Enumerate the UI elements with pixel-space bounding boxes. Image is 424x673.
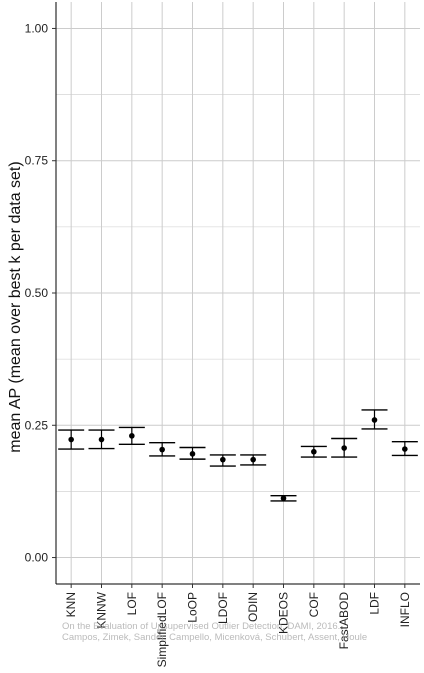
x-tick-label: LDOF [216,592,230,624]
watermark-line-1: On the Evaluation of Unsupervised Outlie… [62,621,340,632]
mean-point [159,446,165,453]
error-bar-loop [179,446,206,460]
axes [52,2,420,588]
x-tick-label: COF [307,592,321,617]
y-tick-label: 0.75 [25,154,49,168]
y-tick-label: 0.50 [25,286,49,300]
y-tick-labels: 0.00 0.25 0.50 0.75 1.00 [25,21,49,564]
error-bar-ldf [361,409,388,430]
error-bar-cof [300,445,327,458]
mean-point [68,436,74,443]
error-bar-fastabod [331,437,358,458]
error-bars [58,409,418,502]
error-bar-simplifiedlof [149,442,176,457]
mean-point [280,495,287,502]
mean-point [402,446,408,452]
error-bar-knn [58,429,85,450]
y-tick-label: 0.00 [25,551,49,565]
error-bar-odin [240,454,267,466]
x-tick-label: LoOP [186,592,200,623]
mean-point [371,417,378,423]
grid-lines [56,2,420,584]
mean-point [311,448,317,455]
x-tick-label: KNNW [95,591,109,628]
x-tick-label: ODIN [246,592,260,622]
error-bar-knnw [88,429,115,450]
mean-point [341,445,347,451]
y-axis-title: mean AP (mean over best k per data set) [7,161,24,452]
x-tick-label: FastABOD [337,592,351,650]
watermark: On the Evaluation of Unsupervised Outlie… [62,621,367,643]
x-tick-label: LDF [368,592,382,615]
error-bar-lof [118,426,145,446]
error-bar-ldof [209,454,236,467]
error-bar-kdeos [270,494,297,502]
x-tick-label: INFLO [398,592,412,627]
x-tick-label: SimplifiedLOF [155,592,169,667]
mean-point [220,456,226,463]
mean-point [189,451,196,457]
mean-point [250,456,256,463]
y-tick-label: 0.25 [25,418,49,432]
x-tick-labels: KNN KNNW LOF SimplifiedLOF LoOP LDOF ODIN KDEOS… [64,591,412,667]
mean-point [98,436,105,443]
x-tick-label: KDEOS [277,592,291,634]
watermark-line-2: Campos, Zimek, Sander, Campello, Micenko… [62,632,367,643]
error-bar-inflo [391,440,418,457]
y-tick-label: 1.00 [25,21,49,35]
mean-point [129,433,135,439]
x-tick-label: KNN [64,592,78,617]
x-tick-label: LOF [125,592,139,615]
